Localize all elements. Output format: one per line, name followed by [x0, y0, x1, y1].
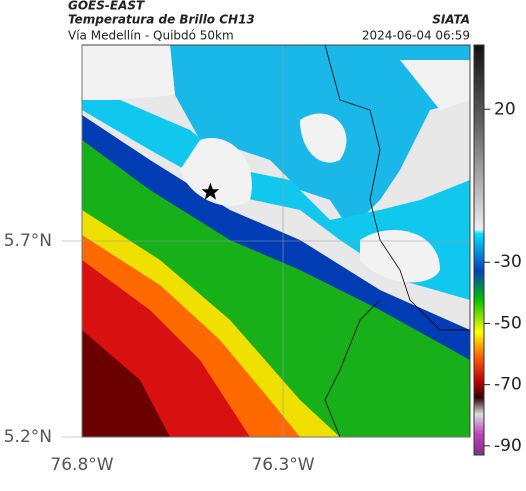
region: Vía Medellín - Quibdó 50km	[68, 29, 234, 43]
colorbar-tick-label: -90	[494, 436, 522, 456]
x-tick-label: 76.3°W	[251, 455, 314, 475]
colorbar	[473, 44, 485, 456]
colorbar-tick-label: -30	[494, 252, 522, 272]
title: GOES-EAST	[68, 0, 145, 13]
colorbar-tick-label: 20	[494, 99, 516, 119]
satellite-image	[82, 45, 470, 437]
y-tick-label: 5.2°N	[4, 427, 52, 447]
colorbar-tick-label: -50	[494, 313, 522, 333]
source: SIATA	[432, 13, 470, 27]
x-tick-label: 76.8°W	[50, 455, 113, 475]
datetime: 2024-06-04 06:59	[362, 29, 470, 43]
subtitle: Temperatura de Brillo CH13	[68, 13, 255, 27]
y-tick-label: 5.7°N	[4, 231, 52, 251]
colorbar-tick-label: -70	[494, 375, 522, 395]
